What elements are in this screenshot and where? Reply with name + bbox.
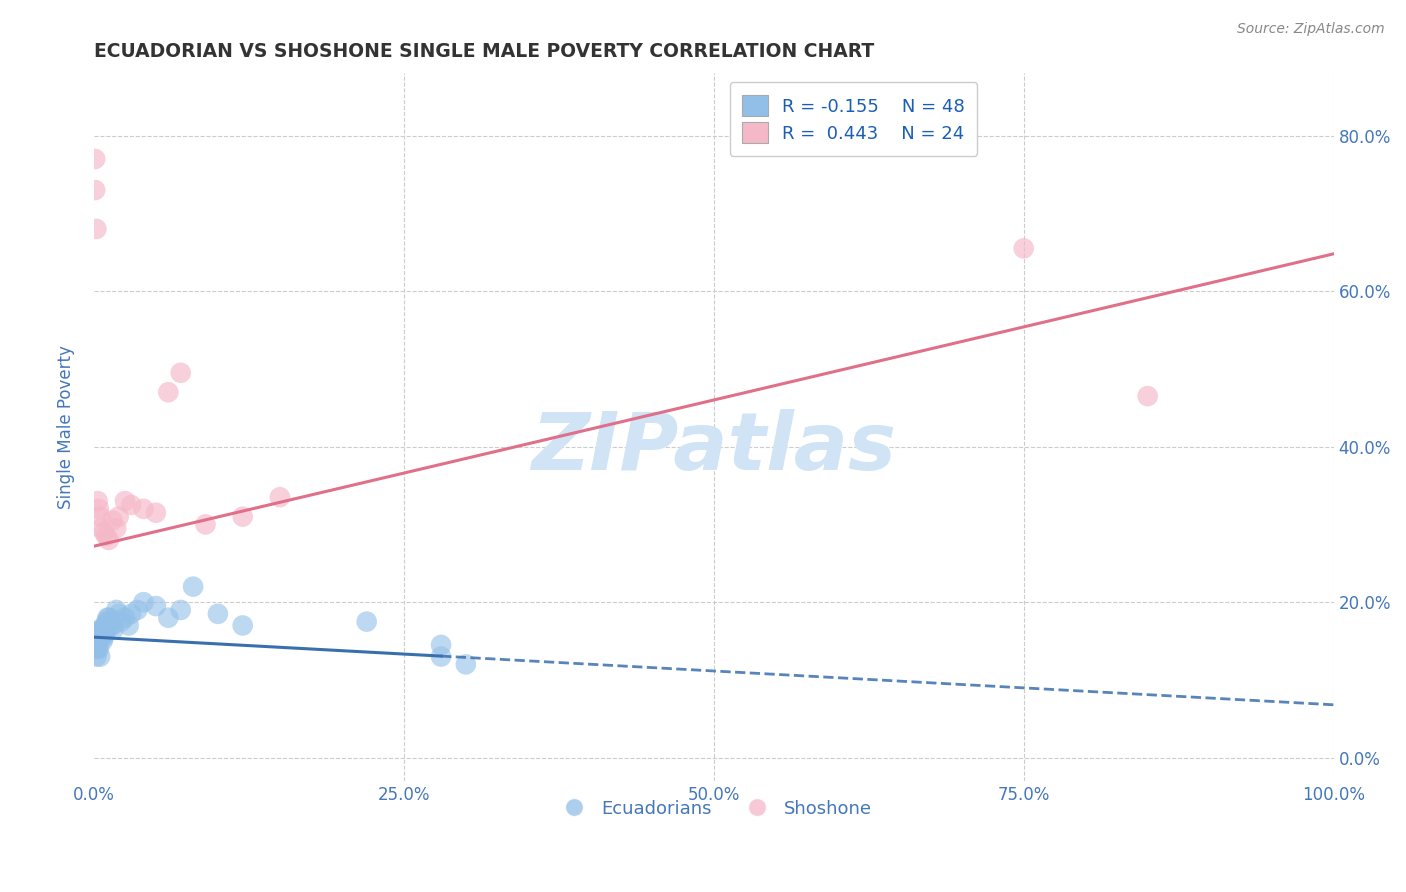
Point — [86, 630, 108, 644]
Point — [101, 514, 124, 528]
Point — [87, 641, 110, 656]
Point — [110, 615, 132, 629]
Point — [93, 525, 115, 540]
Point — [94, 618, 117, 632]
Point — [97, 533, 120, 547]
Point — [100, 618, 122, 632]
Point — [207, 607, 229, 621]
Point — [86, 634, 108, 648]
Point — [430, 638, 453, 652]
Text: ZIPatlas: ZIPatlas — [531, 409, 896, 487]
Legend: Ecuadorians, Shoshone: Ecuadorians, Shoshone — [548, 793, 879, 825]
Point — [103, 623, 125, 637]
Point — [454, 657, 477, 672]
Point — [97, 610, 120, 624]
Point — [91, 626, 114, 640]
Point — [87, 501, 110, 516]
Point — [194, 517, 217, 532]
Point — [98, 615, 121, 629]
Point — [84, 183, 107, 197]
Point — [89, 623, 111, 637]
Point — [269, 490, 291, 504]
Point — [90, 630, 112, 644]
Point — [356, 615, 378, 629]
Point — [105, 603, 128, 617]
Point — [96, 615, 118, 629]
Point — [232, 618, 254, 632]
Point — [96, 529, 118, 543]
Point — [89, 509, 111, 524]
Point — [89, 630, 111, 644]
Point — [170, 603, 193, 617]
Point — [90, 521, 112, 535]
Point — [86, 494, 108, 508]
Point — [84, 641, 107, 656]
Point — [170, 366, 193, 380]
Point — [430, 649, 453, 664]
Point — [84, 634, 107, 648]
Point — [145, 599, 167, 613]
Point — [1012, 241, 1035, 255]
Point — [120, 498, 142, 512]
Point — [86, 641, 108, 656]
Point — [87, 634, 110, 648]
Point — [157, 610, 180, 624]
Point — [94, 626, 117, 640]
Point — [87, 626, 110, 640]
Point — [181, 580, 204, 594]
Point — [132, 501, 155, 516]
Text: ECUADORIAN VS SHOSHONE SINGLE MALE POVERTY CORRELATION CHART: ECUADORIAN VS SHOSHONE SINGLE MALE POVER… — [94, 42, 875, 61]
Y-axis label: Single Male Poverty: Single Male Poverty — [58, 345, 75, 509]
Point — [84, 152, 107, 166]
Point — [132, 595, 155, 609]
Point — [114, 494, 136, 508]
Point — [145, 506, 167, 520]
Point — [1136, 389, 1159, 403]
Point — [90, 623, 112, 637]
Point — [86, 626, 108, 640]
Point — [86, 626, 108, 640]
Point — [157, 385, 180, 400]
Point — [93, 630, 115, 644]
Point — [93, 623, 115, 637]
Point — [117, 618, 139, 632]
Point — [232, 509, 254, 524]
Point — [101, 618, 124, 632]
Point — [105, 521, 128, 535]
Point — [86, 649, 108, 664]
Point — [89, 649, 111, 664]
Point — [114, 610, 136, 624]
Point — [120, 607, 142, 621]
Point — [97, 610, 120, 624]
Point — [127, 603, 149, 617]
Point — [91, 634, 114, 648]
Point — [107, 509, 129, 524]
Point — [86, 222, 108, 236]
Point — [96, 623, 118, 637]
Text: Source: ZipAtlas.com: Source: ZipAtlas.com — [1237, 22, 1385, 37]
Point — [107, 607, 129, 621]
